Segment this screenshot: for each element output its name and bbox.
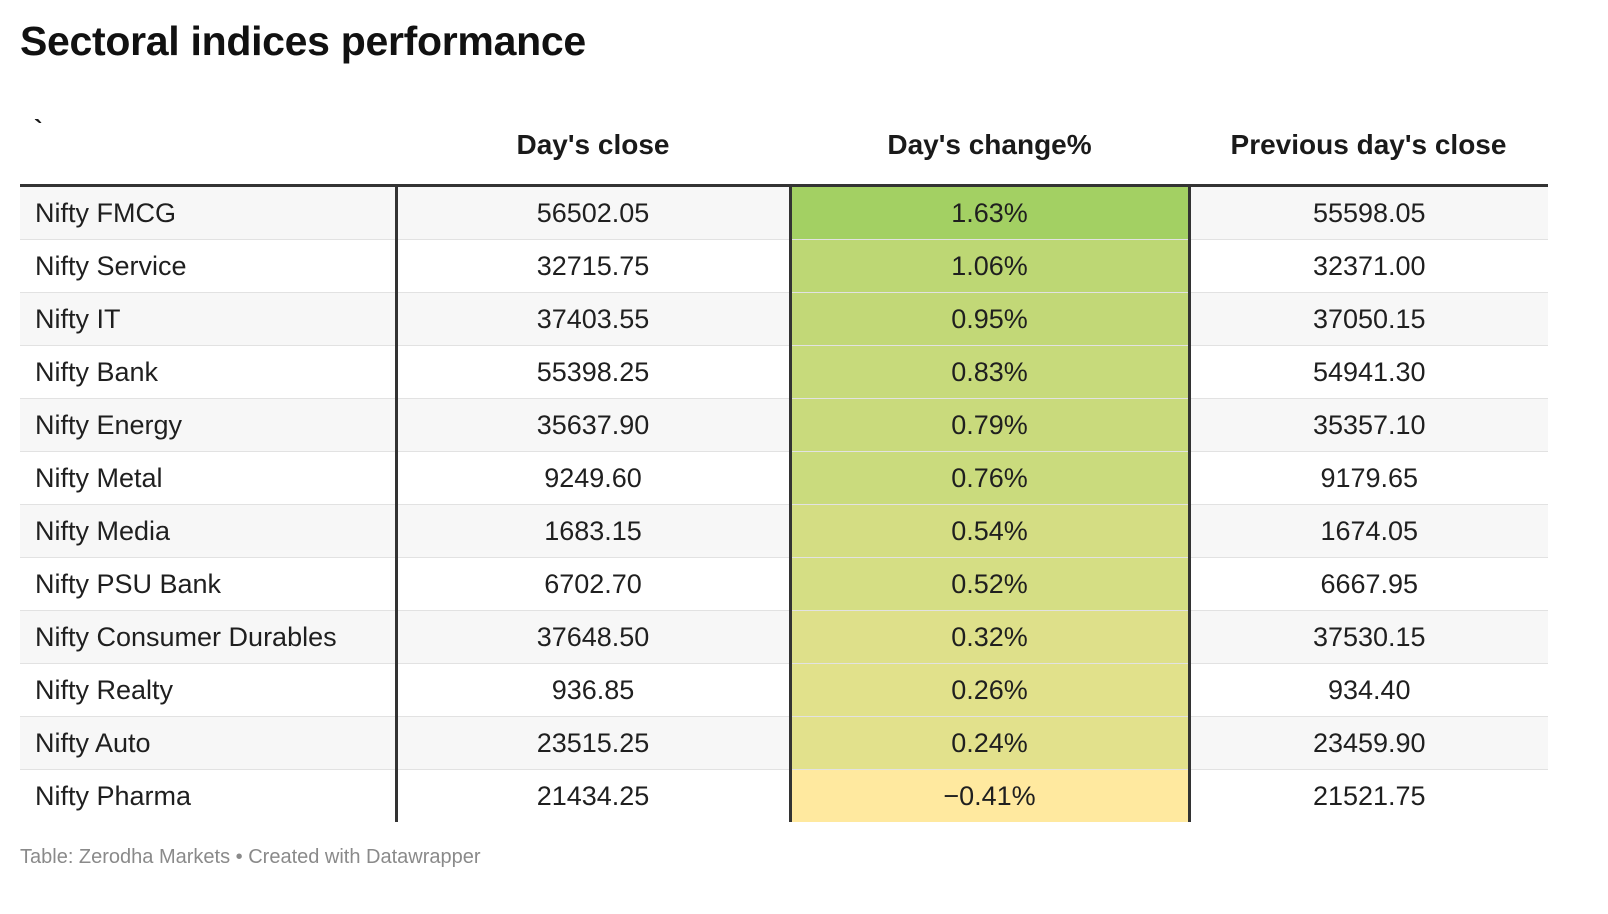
previous-close-cell: 32371.00 — [1189, 239, 1548, 293]
days-change-cell: −0.41% — [790, 769, 1191, 822]
previous-close-cell: 37530.15 — [1189, 610, 1548, 664]
table-row: Nifty Service 32715.75 1.06% 32371.00 — [20, 239, 1548, 293]
index-name-cell: Nifty Consumer Durables — [20, 610, 398, 664]
column-header-days-close[interactable]: Day's close — [396, 104, 790, 187]
index-name-cell: Nifty Realty — [20, 663, 398, 717]
table-row: Nifty PSU Bank 6702.70 0.52% 6667.95 — [20, 557, 1548, 611]
column-header-days-change[interactable]: Day's change% — [790, 104, 1189, 187]
table-row: Nifty FMCG 56502.05 1.63% 55598.05 — [20, 185, 1548, 240]
previous-close-cell: 55598.05 — [1189, 185, 1548, 240]
days-close-cell: 37648.50 — [396, 610, 792, 664]
previous-close-cell: 35357.10 — [1189, 398, 1548, 452]
previous-close-cell: 23459.90 — [1189, 716, 1548, 770]
days-change-cell: 0.83% — [790, 345, 1191, 399]
index-name-cell: Nifty IT — [20, 292, 398, 346]
days-close-cell: 35637.90 — [396, 398, 792, 452]
table-row: Nifty Bank 55398.25 0.83% 54941.30 — [20, 345, 1548, 399]
sectoral-indices-table: ` Day's close Day's change% Previous day… — [20, 104, 1548, 822]
index-name-cell: Nifty Bank — [20, 345, 398, 399]
days-change-cell: 0.95% — [790, 292, 1191, 346]
days-close-cell: 56502.05 — [396, 185, 792, 240]
chart-title: Sectoral indices performance — [20, 18, 586, 64]
days-change-cell: 0.79% — [790, 398, 1191, 452]
table-row: Nifty Realty 936.85 0.26% 934.40 — [20, 663, 1548, 717]
column-header-index[interactable]: ` — [20, 104, 396, 187]
previous-close-cell: 934.40 — [1189, 663, 1548, 717]
index-name-cell: Nifty Metal — [20, 451, 398, 505]
table-row: Nifty Consumer Durables 37648.50 0.32% 3753… — [20, 610, 1548, 664]
days-change-cell: 1.06% — [790, 239, 1191, 293]
table-body: Nifty FMCG 56502.05 1.63% 55598.05 Nifty Ser… — [20, 185, 1548, 822]
index-name-cell: Nifty Service — [20, 239, 398, 293]
index-name-cell: Nifty Auto — [20, 716, 398, 770]
previous-close-cell: 1674.05 — [1189, 504, 1548, 558]
source-footer: Table: Zerodha Markets • Created with Da… — [20, 846, 481, 868]
days-change-cell: 0.24% — [790, 716, 1191, 770]
days-change-cell: 1.63% — [790, 185, 1191, 240]
previous-close-cell: 6667.95 — [1189, 557, 1548, 611]
days-change-cell: 0.76% — [790, 451, 1191, 505]
table-row: Nifty Pharma 21434.25 −0.41% 21521.75 — [20, 769, 1548, 822]
header-row: ` Day's close Day's change% Previous day… — [20, 104, 1548, 187]
days-close-cell: 936.85 — [396, 663, 792, 717]
days-close-cell: 21434.25 — [396, 769, 792, 822]
table-row: Nifty Media 1683.15 0.54% 1674.05 — [20, 504, 1548, 558]
days-change-cell: 0.26% — [790, 663, 1191, 717]
days-close-cell: 6702.70 — [396, 557, 792, 611]
index-name-cell: Nifty Energy — [20, 398, 398, 452]
index-name-cell: Nifty Pharma — [20, 769, 398, 822]
index-name-cell: Nifty FMCG — [20, 185, 398, 240]
days-change-cell: 0.32% — [790, 610, 1191, 664]
days-close-cell: 9249.60 — [396, 451, 792, 505]
days-change-cell: 0.54% — [790, 504, 1191, 558]
table-row: Nifty Auto 23515.25 0.24% 23459.90 — [20, 716, 1548, 770]
days-close-cell: 55398.25 — [396, 345, 792, 399]
days-close-cell: 1683.15 — [396, 504, 792, 558]
days-change-cell: 0.52% — [790, 557, 1191, 611]
previous-close-cell: 54941.30 — [1189, 345, 1548, 399]
table-row: Nifty Energy 35637.90 0.79% 35357.10 — [20, 398, 1548, 452]
days-close-cell: 23515.25 — [396, 716, 792, 770]
previous-close-cell: 9179.65 — [1189, 451, 1548, 505]
column-header-previous-close[interactable]: Previous day's close — [1189, 104, 1548, 187]
days-close-cell: 32715.75 — [396, 239, 792, 293]
table-row: Nifty IT 37403.55 0.95% 37050.15 — [20, 292, 1548, 346]
days-close-cell: 37403.55 — [396, 292, 792, 346]
index-name-cell: Nifty PSU Bank — [20, 557, 398, 611]
previous-close-cell: 21521.75 — [1312, 780, 1426, 811]
table-row: Nifty Metal 9249.60 0.76% 9179.65 — [20, 451, 1548, 505]
previous-close-cell: 37050.15 — [1189, 292, 1548, 346]
index-name-cell: Nifty Media — [20, 504, 398, 558]
